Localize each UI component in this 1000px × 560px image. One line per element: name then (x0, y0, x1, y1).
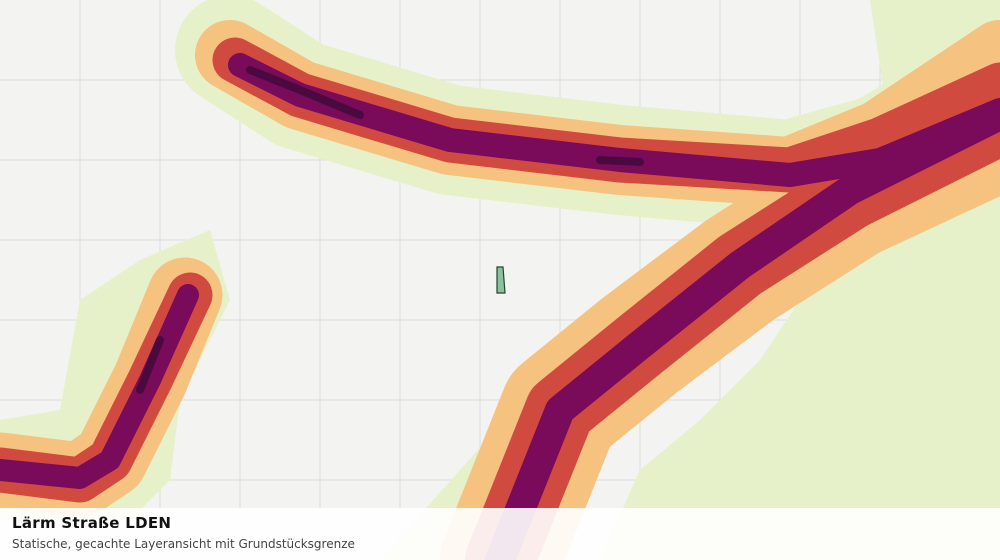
layer-title: Lärm Straße LDEN (12, 514, 172, 532)
parcel-boundary (496, 266, 506, 294)
noise-zone-extreme (136, 336, 164, 394)
layer-subtitle: Statische, gecachte Layeransicht mit Gru… (12, 537, 355, 551)
noise-zone-very-high (485, 100, 1000, 560)
noise-zone-extreme (246, 66, 364, 119)
noise-zone-extreme (596, 156, 644, 166)
caption-panel: Lärm Straße LDEN Statische, gecachte Lay… (0, 508, 1000, 560)
noise-zone-very-high (0, 284, 199, 489)
